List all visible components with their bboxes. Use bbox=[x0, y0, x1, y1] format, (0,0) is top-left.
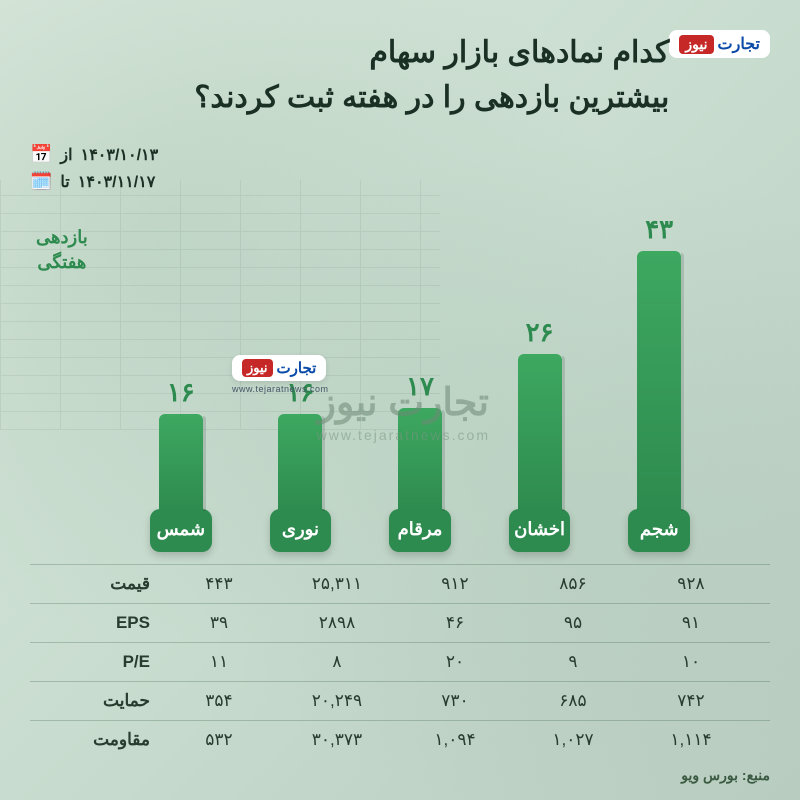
bar-label: شمس bbox=[150, 509, 212, 552]
table-cell: ۹۱۲ bbox=[396, 574, 514, 594]
table-cell: ۹۱ bbox=[632, 613, 750, 633]
calendar-icon: 📅 bbox=[30, 144, 52, 165]
table-cell: ۷۳۰ bbox=[396, 691, 514, 711]
row-label: EPS bbox=[50, 613, 160, 633]
row-label: P/E bbox=[50, 652, 160, 672]
bar-value: ۲۶ bbox=[526, 317, 554, 348]
bar-4: ۱۶ شمس bbox=[150, 377, 212, 552]
bar-rect bbox=[398, 408, 442, 511]
bar-label: مرقام bbox=[389, 509, 451, 552]
bar-value: ۱۶ bbox=[167, 377, 195, 408]
table-cell: ۲۸۹۸ bbox=[278, 613, 396, 633]
bar-label: نوری bbox=[270, 509, 332, 552]
title-block: کدام نمادهای بازار سهام بیشترین بازدهی ر… bbox=[30, 30, 669, 120]
date-range: ۱۴۰۳/۱۰/۱۳ از 📅 ۱۴۰۳/۱۱/۱۷ تا 🗓️ bbox=[30, 144, 770, 192]
bar-0: ۴۳ شجم bbox=[628, 214, 690, 552]
table-cell: ۳۵۴ bbox=[160, 691, 278, 711]
brand-logo-top: تجارت نیوز bbox=[669, 30, 770, 58]
bar-1: ۲۶ اخشان bbox=[509, 317, 571, 552]
data-table: ۹۲۸۸۵۶۹۱۲۲۵,۳۱۱۴۴۳قیمت۹۱۹۵۴۶۲۸۹۸۳۹EPS۱۰۹… bbox=[30, 564, 770, 759]
table-cell: ۶۸۵ bbox=[514, 691, 632, 711]
date-from-label: از bbox=[60, 145, 72, 165]
table-cell: ۹ bbox=[514, 652, 632, 672]
bar-value: ۴۳ bbox=[645, 214, 673, 245]
table-cell: ۱,۰۲۷ bbox=[514, 730, 632, 750]
bar-rect bbox=[637, 251, 681, 511]
wm-brand-left: نیوز bbox=[242, 359, 273, 377]
wm-brand-right: تجارت bbox=[277, 359, 317, 377]
date-to-label: تا bbox=[60, 172, 69, 192]
table-cell: ۵۳۲ bbox=[160, 730, 278, 750]
table-cell: ۴۴۳ bbox=[160, 574, 278, 594]
row-label: حمایت bbox=[50, 691, 160, 711]
date-from-value: ۱۴۰۳/۱۰/۱۳ bbox=[81, 145, 159, 165]
date-to-value: ۱۴۰۳/۱۱/۱۷ bbox=[78, 172, 156, 192]
table-cell: ۹۵ bbox=[514, 613, 632, 633]
table-row: ۱,۱۱۴۱,۰۲۷۱,۰۹۴۳۰,۳۷۳۵۳۲مقاومت bbox=[30, 720, 770, 759]
source-label: منبع: بورس ویو bbox=[681, 767, 770, 784]
table-cell: ۱۰ bbox=[632, 652, 750, 672]
header: تجارت نیوز کدام نمادهای بازار سهام بیشتر… bbox=[30, 30, 770, 120]
calendar-check-icon: 🗓️ bbox=[30, 171, 52, 192]
bar-3: ۱۶نوری bbox=[270, 377, 332, 552]
table-row: ۷۴۲۶۸۵۷۳۰۲۰,۲۴۹۳۵۴حمایت bbox=[30, 681, 770, 720]
title-line-1: کدام نمادهای بازار سهام bbox=[30, 30, 669, 75]
brand-left: نیوز bbox=[679, 35, 713, 54]
bar-label: شجم bbox=[628, 509, 690, 552]
table-cell: ۹۲۸ bbox=[632, 574, 750, 594]
date-to: ۱۴۰۳/۱۱/۱۷ تا 🗓️ bbox=[30, 171, 155, 192]
table-row: ۱۰۹۲۰۸۱۱P/E bbox=[30, 642, 770, 681]
watermark-logo: تجارت نیوز bbox=[232, 355, 326, 381]
table-cell: ۸ bbox=[278, 652, 396, 672]
table-cell: ۲۰ bbox=[396, 652, 514, 672]
table-cell: ۸۵۶ bbox=[514, 574, 632, 594]
table-cell: ۴۶ bbox=[396, 613, 514, 633]
table-cell: ۲۵,۳۱۱ bbox=[278, 574, 396, 594]
watermark-url: www.tejaratnews.com bbox=[232, 384, 329, 394]
bar-rect bbox=[278, 414, 322, 511]
row-label: قیمت bbox=[50, 574, 160, 594]
table-cell: ۳۰,۳۷۳ bbox=[278, 730, 396, 750]
bar-value: ۱۷ bbox=[406, 371, 434, 402]
bar-2: ۱۷ مرقام bbox=[389, 371, 451, 552]
table-cell: ۱,۱۱۴ bbox=[632, 730, 750, 750]
row-label: مقاومت bbox=[50, 730, 160, 750]
title-line-2: بیشترین بازدهی را در هفته ثبت کردند؟ bbox=[30, 75, 669, 120]
date-from: ۱۴۰۳/۱۰/۱۳ از 📅 bbox=[30, 144, 158, 165]
bar-chart: ۴۳شجم۲۶اخشان۱۷مرقام۱۶نوری۱۶شمس bbox=[30, 222, 770, 552]
table-row: ۹۱۹۵۴۶۲۸۹۸۳۹EPS bbox=[30, 603, 770, 642]
table-cell: ۱۱ bbox=[160, 652, 278, 672]
bar-label: اخشان bbox=[509, 509, 571, 552]
bar-rect bbox=[518, 354, 562, 511]
table-cell: ۱,۰۹۴ bbox=[396, 730, 514, 750]
table-cell: ۲۰,۲۴۹ bbox=[278, 691, 396, 711]
table-row: ۹۲۸۸۵۶۹۱۲۲۵,۳۱۱۴۴۳قیمت bbox=[30, 564, 770, 603]
brand-right: تجارت bbox=[718, 34, 760, 54]
table-cell: ۷۴۲ bbox=[632, 691, 750, 711]
bar-rect bbox=[159, 414, 203, 511]
table-cell: ۳۹ bbox=[160, 613, 278, 633]
